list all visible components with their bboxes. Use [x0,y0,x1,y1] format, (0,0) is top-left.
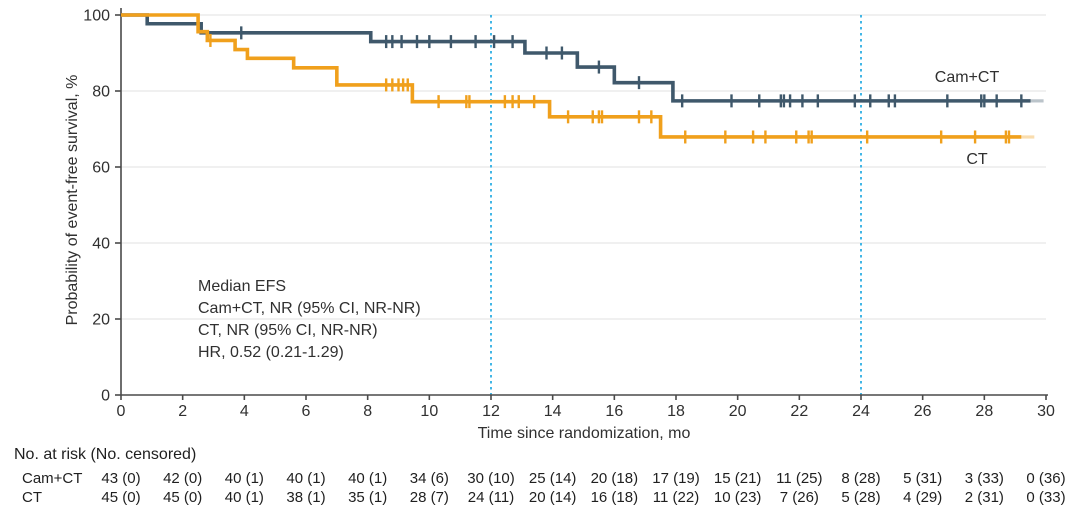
risk-cell-ct-2mo: 45 (0) [163,489,203,506]
x-axis-title: Time since randomization, mo [477,425,691,442]
x-tick-label-24: 24 [852,403,870,420]
x-tick-label-26: 26 [914,403,932,420]
risk-cell-cam-ct-12mo: 30 (10) [467,470,515,487]
series-label-cam-ct: Cam+CT [934,69,1000,86]
risk-cell-cam-ct-26mo: 5 (31) [903,470,943,487]
x-tick-label-20: 20 [729,403,747,420]
risk-row-label-cam-ct: Cam+CT [22,470,83,487]
risk-cell-cam-ct-20mo: 15 (21) [713,470,762,487]
series-label-ct: CT [966,151,988,168]
risk-cell-cam-ct-4mo: 40 (1) [224,470,264,487]
y-tick-label-0: 0 [101,388,110,405]
risk-cell-ct-30mo: 0 (33) [1026,489,1066,506]
risk-cell-cam-ct-22mo: 11 (25) [776,470,823,487]
x-tick-label-4: 4 [240,403,249,420]
risk-cell-cam-ct-10mo: 34 (6) [409,470,449,487]
risk-cell-ct-22mo: 7 (26) [779,489,819,506]
risk-cell-cam-ct-24mo: 8 (28) [841,470,881,487]
annotation-line-hr: HR, 0.52 (0.21-1.29) [198,344,344,361]
risk-cell-cam-ct-6mo: 40 (1) [286,470,326,487]
risk-cell-cam-ct-28mo: 3 (33) [964,470,1004,487]
risk-cell-cam-ct-14mo: 25 (14) [528,470,577,487]
risk-cell-cam-ct-30mo: 0 (36) [1026,470,1066,487]
x-tick-label-14: 14 [544,403,562,420]
risk-cell-ct-20mo: 10 (23) [713,489,762,506]
risk-cell-cam-ct-8mo: 40 (1) [348,470,388,487]
annotation-line-median-efs: Median EFS [198,278,287,295]
annotation-line-ct: CT, NR (95% CI, NR-NR) [198,322,378,339]
risk-cell-ct-18mo: 11 (22) [652,489,700,506]
x-tick-label-6: 6 [302,403,311,420]
annotation-line-camct: Cam+CT, NR (95% CI, NR-NR) [198,300,421,317]
risk-cell-cam-ct-18mo: 17 (19) [652,470,700,487]
risk-cell-ct-14mo: 20 (14) [528,489,577,506]
risk-cell-ct-26mo: 4 (29) [903,489,943,506]
x-tick-label-10: 10 [420,403,438,420]
y-tick-label-20: 20 [92,312,110,329]
risk-cell-ct-16mo: 16 (18) [590,489,639,506]
risk-cell-ct-4mo: 40 (1) [224,489,264,506]
y-tick-label-80: 80 [92,84,110,101]
y-tick-label-40: 40 [92,236,110,253]
x-tick-label-8: 8 [363,403,372,420]
risk-cell-ct-6mo: 38 (1) [286,489,326,506]
risk-cell-ct-28mo: 2 (31) [964,489,1004,506]
x-tick-label-22: 22 [790,403,808,420]
y-axis-title: Probability of event-free survival, % [64,74,81,326]
x-tick-label-30: 30 [1037,403,1055,420]
x-tick-label-0: 0 [117,403,126,420]
risk-cell-cam-ct-16mo: 20 (18) [590,470,639,487]
risk-cell-ct-0mo: 45 (0) [101,489,141,506]
risk-cell-ct-12mo: 24 (11) [467,489,515,506]
risk-cell-cam-ct-0mo: 43 (0) [101,470,141,487]
risk-cell-ct-10mo: 28 (7) [409,489,449,506]
x-tick-label-16: 16 [605,403,623,420]
risk-cell-cam-ct-2mo: 42 (0) [163,470,203,487]
y-tick-label-60: 60 [92,160,110,177]
x-tick-label-2: 2 [178,403,187,420]
km-curve-cam-ct [121,13,1031,103]
x-tick-label-18: 18 [667,403,685,420]
km-curve-ct [121,13,1022,139]
x-tick-label-12: 12 [482,403,500,420]
x-tick-label-28: 28 [975,403,993,420]
risk-row-label-ct: CT [22,489,42,506]
risk-table-header: No. at risk (No. censored) [14,446,197,463]
risk-cell-ct-8mo: 35 (1) [348,489,388,506]
y-tick-label-100: 100 [83,8,110,25]
risk-cell-ct-24mo: 5 (28) [841,489,881,506]
median-efs-annotation: Median EFS Cam+CT, NR (95% CI, NR-NR) CT… [198,276,421,364]
